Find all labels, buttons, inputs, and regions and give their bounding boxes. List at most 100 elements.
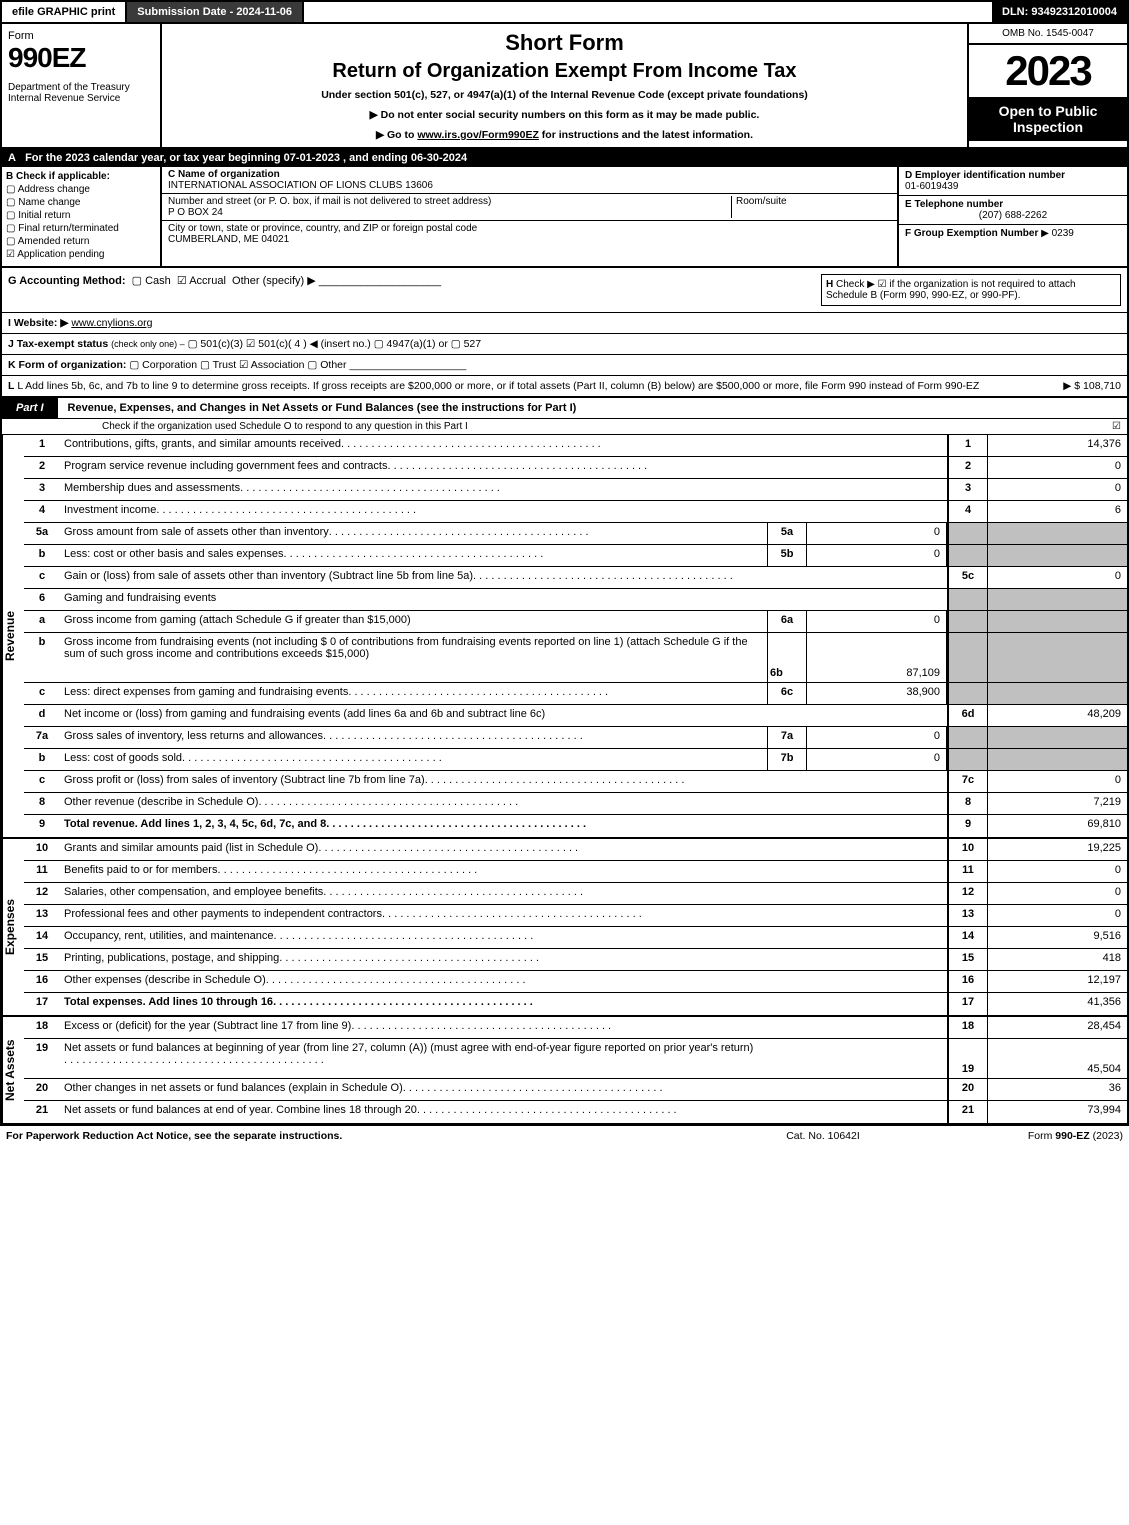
part1-tag: Part I (2, 398, 58, 418)
l5a-sub: 5a (767, 523, 807, 544)
j-options[interactable]: ▢ 501(c)(3) ☑ 501(c)( 4 ) ◀ (insert no.)… (188, 338, 482, 350)
k-label: K Form of organization: (8, 359, 126, 371)
l17-amt: 41,356 (987, 993, 1127, 1015)
l19-amt: 45,504 (987, 1039, 1127, 1078)
part1-header: Part I Revenue, Expenses, and Changes in… (0, 398, 1129, 419)
l20-amt: 36 (987, 1079, 1127, 1100)
l10-desc: Grants and similar amounts paid (list in… (60, 839, 947, 860)
l16-desc: Other expenses (describe in Schedule O) (60, 971, 947, 992)
l21-amt: 73,994 (987, 1101, 1127, 1123)
phone-value: (207) 688-2262 (905, 210, 1121, 221)
l16-amt: 12,197 (987, 971, 1127, 992)
l2-amt: 0 (987, 457, 1127, 478)
c-addr-label: Number and street (or P. O. box, if mail… (168, 196, 731, 207)
l4-num: 4 (24, 501, 60, 522)
l19-rnum: 19 (947, 1039, 987, 1078)
section-j: J Tax-exempt status (check only one) ‒ ▢… (0, 334, 1129, 355)
l4-desc: Investment income (60, 501, 947, 522)
line-4: 4Investment income46 (24, 501, 1127, 523)
instr-ssn: ▶ Do not enter social security numbers o… (172, 109, 957, 121)
l5b-num: b (24, 545, 60, 566)
l11-amt: 0 (987, 861, 1127, 882)
l18-num: 18 (24, 1017, 60, 1038)
chk-address-change[interactable]: Address change (6, 184, 156, 195)
l3-num: 3 (24, 479, 60, 500)
footer-right-bold: 990-EZ (1055, 1130, 1089, 1142)
l14-desc: Occupancy, rent, utilities, and maintena… (60, 927, 947, 948)
l-text: L Add lines 5b, 6c, and 7b to line 9 to … (17, 380, 979, 392)
l6b-num: b (24, 633, 60, 682)
l-amount: ▶ $ 108,710 (1063, 380, 1121, 392)
l17-num: 17 (24, 993, 60, 1015)
page-footer: For Paperwork Reduction Act Notice, see … (0, 1125, 1129, 1146)
chk-name-change[interactable]: Name change (6, 197, 156, 208)
l15-desc: Printing, publications, postage, and shi… (60, 949, 947, 970)
l2-desc: Program service revenue including govern… (60, 457, 947, 478)
k-options[interactable]: ▢ Corporation ▢ Trust ☑ Association ▢ Ot… (129, 359, 346, 371)
line-10: 10Grants and similar amounts paid (list … (24, 839, 1127, 861)
chk-application-pending[interactable]: Application pending (6, 249, 156, 260)
submission-date-label: Submission Date - 2024-11-06 (127, 2, 304, 22)
l5c-rnum: 5c (947, 567, 987, 588)
form-header: Form 990EZ Department of the Treasury In… (0, 24, 1129, 149)
l12-amt: 0 (987, 883, 1127, 904)
footer-right-post: (2023) (1090, 1130, 1123, 1142)
l8-desc: Other revenue (describe in Schedule O) (60, 793, 947, 814)
efile-print-button[interactable]: efile GRAPHIC print (2, 2, 127, 22)
l21-rnum: 21 (947, 1101, 987, 1123)
line-15: 15Printing, publications, postage, and s… (24, 949, 1127, 971)
part1-grid: Revenue 1Contributions, gifts, grants, a… (0, 435, 1129, 1125)
line-1: 1Contributions, gifts, grants, and simil… (24, 435, 1127, 457)
line-17: 17Total expenses. Add lines 10 through 1… (24, 993, 1127, 1015)
under-section-text: Under section 501(c), 527, or 4947(a)(1)… (172, 89, 957, 101)
g-cash[interactable]: Cash (145, 275, 171, 287)
l17-desc: Total expenses. Add lines 10 through 16 (60, 993, 947, 1015)
l12-num: 12 (24, 883, 60, 904)
g-other[interactable]: Other (specify) ▶ (232, 275, 316, 287)
top-bar: efile GRAPHIC print Submission Date - 20… (0, 0, 1129, 24)
l6a-desc: Gross income from gaming (attach Schedul… (60, 611, 767, 632)
org-city: CUMBERLAND, ME 04021 (168, 234, 891, 245)
l5a-amt-grey (987, 523, 1127, 544)
irs-link[interactable]: www.irs.gov/Form990EZ (417, 129, 539, 141)
dept-label: Department of the Treasury Internal Reve… (8, 82, 154, 104)
l19-num: 19 (24, 1039, 60, 1078)
l7a-amt-grey (987, 727, 1127, 748)
part1-sub-text: Check if the organization used Schedule … (102, 421, 468, 432)
l5b-sub: 5b (767, 545, 807, 566)
section-h: H Check ▶ ☑ if the organization is not r… (821, 274, 1121, 306)
chk-initial-return[interactable]: Initial return (6, 210, 156, 221)
l2-num: 2 (24, 457, 60, 478)
l8-amt: 7,219 (987, 793, 1127, 814)
l6b-rnum-grey (947, 633, 987, 682)
part1-sub: Check if the organization used Schedule … (0, 419, 1129, 435)
website-link[interactable]: www.cnylions.org (71, 317, 152, 329)
line-2: 2Program service revenue including gover… (24, 457, 1127, 479)
revenue-section: Revenue 1Contributions, gifts, grants, a… (2, 435, 1127, 837)
l13-desc: Professional fees and other payments to … (60, 905, 947, 926)
l7b-amt-grey (987, 749, 1127, 770)
l20-rnum: 20 (947, 1079, 987, 1100)
part1-chk[interactable]: ☑ (1112, 421, 1121, 432)
l6a-sub: 6a (767, 611, 807, 632)
l7a-rnum-grey (947, 727, 987, 748)
section-def: D Employer identification number 01-6019… (897, 167, 1127, 266)
section-a-text: For the 2023 calendar year, or tax year … (25, 152, 467, 164)
l8-rnum: 8 (947, 793, 987, 814)
l7b-desc: Less: cost of goods sold (60, 749, 767, 770)
room-suite: Room/suite (731, 196, 891, 218)
l5b-desc: Less: cost or other basis and sales expe… (60, 545, 767, 566)
line-5b: bLess: cost or other basis and sales exp… (24, 545, 1127, 567)
g-accrual[interactable]: Accrual (189, 275, 226, 287)
section-b-letter: B (6, 171, 13, 182)
expenses-side-label: Expenses (2, 839, 24, 1015)
org-address: P O BOX 24 (168, 207, 731, 218)
chk-final-return[interactable]: Final return/terminated (6, 223, 156, 234)
l7b-sub: 7b (767, 749, 807, 770)
l11-num: 11 (24, 861, 60, 882)
line-7a: 7aGross sales of inventory, less returns… (24, 727, 1127, 749)
l14-rnum: 14 (947, 927, 987, 948)
chk-amended-return[interactable]: Amended return (6, 236, 156, 247)
l3-amt: 0 (987, 479, 1127, 500)
open-public-label: Open to Public Inspection (969, 97, 1127, 141)
